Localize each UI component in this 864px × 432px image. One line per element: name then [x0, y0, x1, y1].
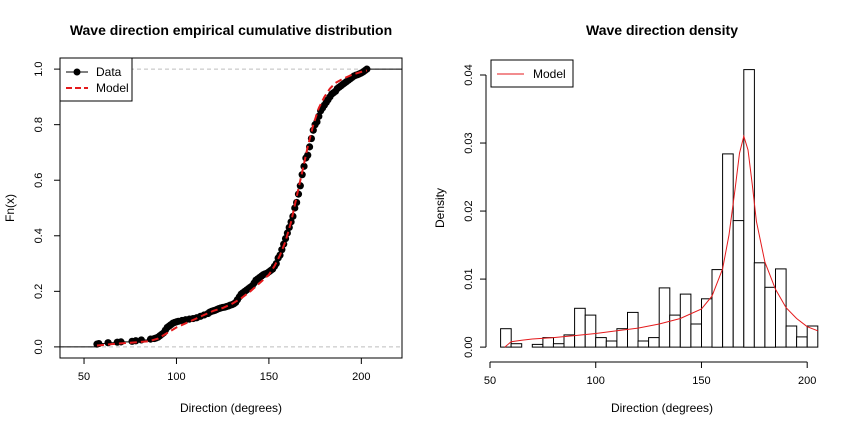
density-histogram-bar	[658, 287, 671, 348]
ecdf-model-line	[96, 69, 368, 347]
ecdf-data-point	[300, 162, 308, 170]
density-histogram-bar	[722, 153, 734, 348]
ecdf-panel: Wave direction empirical cumulative dist…	[3, 22, 403, 415]
density-histogram	[500, 69, 819, 348]
ecdf-data-point	[363, 65, 371, 73]
density-histogram-bar	[764, 286, 777, 348]
density-histogram-bar	[679, 293, 692, 348]
density-legend: Model	[490, 59, 574, 88]
ecdf-data-point	[298, 171, 306, 179]
density-y-tick-label: 0.00	[463, 336, 475, 357]
density-histogram-bar	[648, 337, 660, 348]
density-histogram-bar	[690, 323, 703, 348]
ecdf-x-tick-label: 200	[352, 371, 370, 383]
density-histogram-bar	[743, 69, 755, 348]
ecdf-data-point	[291, 204, 299, 212]
density-x-tick-label: 150	[692, 375, 710, 387]
ecdf-legend-model-label: Model	[96, 81, 129, 95]
density-histogram-bar	[584, 314, 597, 348]
density-y-tick-label: 0.02	[463, 200, 475, 221]
density-panel: Wave direction density 50 100 150 200 0.00 0.…	[433, 22, 819, 415]
density-x-axis-label: Direction (degrees)	[611, 401, 713, 415]
density-model-line	[504, 134, 818, 348]
density-histogram-bar	[637, 340, 650, 348]
density-legend-box	[490, 59, 574, 88]
ecdf-y-axis-label: Fn(x)	[3, 194, 17, 222]
density-histogram-bar	[500, 328, 512, 348]
ecdf-y-tick-label: 0.8	[33, 117, 45, 132]
ecdf-legend: Data Model	[59, 57, 133, 102]
density-histogram-bar	[552, 343, 565, 348]
ecdf-legend-data-marker	[73, 68, 81, 76]
density-histogram-bar	[531, 343, 544, 348]
ecdf-y-tick-label: 1.0	[33, 61, 45, 76]
ecdf-x-tick-label: 50	[78, 371, 90, 383]
ecdf-model-series	[96, 69, 368, 347]
density-y-axis-label: Density	[433, 188, 447, 228]
density-histogram-bar	[701, 298, 713, 348]
density-y-tick-label: 0.04	[463, 64, 475, 85]
ecdf-y-tick-label: 0.4	[33, 228, 45, 243]
ecdf-y-tick-label: 0.2	[33, 284, 45, 299]
density-histogram-bar	[595, 337, 607, 348]
density-histogram-bar	[796, 336, 808, 348]
density-histogram-bar	[775, 268, 787, 348]
density-histogram-bar	[732, 220, 745, 348]
density-histogram-bar	[542, 337, 555, 348]
density-histogram-bar	[616, 328, 629, 348]
ecdf-x-tick-label: 100	[167, 371, 185, 383]
ecdf-x-axis-label: Direction (degrees)	[180, 401, 282, 415]
ecdf-title: Wave direction empirical cumulative dist…	[70, 22, 392, 38]
density-histogram-bar	[574, 307, 586, 348]
density-histogram-bar	[785, 325, 798, 348]
density-y-tick-label: 0.03	[463, 132, 475, 153]
density-histogram-bar	[753, 262, 766, 348]
density-histogram-bar	[627, 311, 639, 348]
ecdf-plot-frame	[59, 57, 403, 359]
ecdf-legend-box	[59, 57, 133, 102]
ecdf-legend-data-label: Data	[96, 65, 122, 79]
density-title: Wave direction density	[586, 22, 738, 38]
ecdf-y-tick-label: 0.6	[33, 173, 45, 188]
density-model-series	[504, 134, 818, 348]
density-histogram-bar	[605, 340, 618, 348]
density-x-tick-label: 200	[798, 375, 816, 387]
density-histogram-bar	[806, 325, 819, 348]
density-axes: 50 100 150 200 0.00 0.01 0.02 0.03 0.04	[463, 64, 816, 387]
density-x-tick-label: 50	[484, 375, 496, 387]
ecdf-data-series	[60, 65, 402, 348]
ecdf-y-tick-label: 0.0	[33, 339, 45, 354]
density-x-tick-label: 100	[587, 375, 605, 387]
density-legend-model-label: Model	[533, 67, 566, 81]
density-y-tick-label: 0.01	[463, 268, 475, 289]
density-histogram-bar	[510, 343, 523, 348]
ecdf-data-point	[117, 338, 125, 346]
ecdf-axes: 50 100 150 200 0.0 0.2 0.4 0.6 0.8 1.0	[33, 61, 371, 383]
ecdf-x-tick-label: 150	[260, 371, 278, 383]
